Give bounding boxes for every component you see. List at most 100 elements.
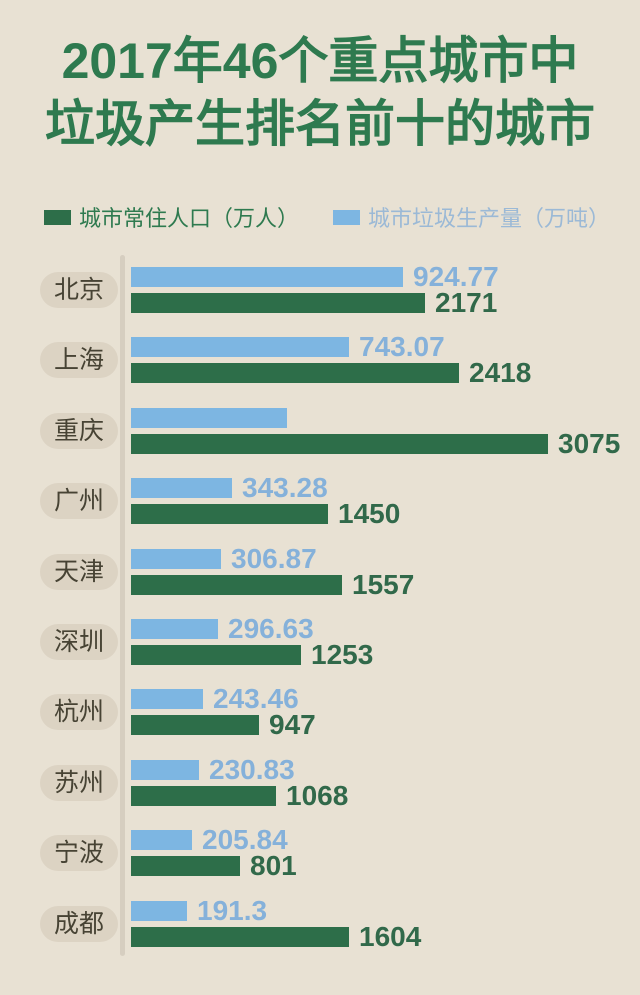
garbage-bar-line: 243.46 xyxy=(131,683,640,715)
city-label: 深圳 xyxy=(40,623,118,660)
garbage-value-label: 296.63 xyxy=(228,612,314,644)
garbage-value-label: 191.3 xyxy=(197,894,268,926)
garbage-bar xyxy=(131,478,232,499)
garbage-bar xyxy=(131,689,203,710)
garbage-bar xyxy=(131,618,218,639)
population-bar-line: 801 xyxy=(131,850,640,882)
bar-group: 191.3 1604 xyxy=(131,894,640,952)
population-value-label: 2171 xyxy=(435,287,498,318)
population-bar-line: 1450 xyxy=(131,498,640,530)
population-value-label: 2418 xyxy=(469,357,532,389)
chart-row-3: 重庆 3075 xyxy=(0,407,640,478)
garbage-bar xyxy=(131,900,187,921)
city-label: 宁波 xyxy=(40,835,118,872)
bar-group: 343.28 1450 xyxy=(131,472,640,530)
population-bar-line: 1253 xyxy=(131,638,640,670)
population-bar xyxy=(131,433,548,454)
chart-row-9: 宁波 205.84 801 xyxy=(0,824,640,900)
population-value-label: 1253 xyxy=(311,638,374,670)
city-label: 广州 xyxy=(40,483,118,520)
population-swatch-icon xyxy=(44,209,71,225)
garbage-legend-label: 城市垃圾生产量（万吨） xyxy=(368,206,611,231)
legend: 城市常住人口（万人） 城市垃圾生产量（万吨） xyxy=(44,202,610,232)
population-value-label: 801 xyxy=(250,850,297,882)
garbage-bar-line: 191.3 xyxy=(131,894,640,926)
chart-row-5: 天津 306.87 1557 xyxy=(0,542,640,619)
population-bar-line: 1068 xyxy=(131,779,640,811)
garbage-value-label: 243.46 xyxy=(213,683,299,715)
population-legend-label: 城市常住人口（万人） xyxy=(79,206,300,231)
garbage-bar-line: 343.28 xyxy=(131,472,640,504)
chart-title: 2017年46个重点城市中 垃圾产生排名前十的城市 xyxy=(0,30,640,156)
legend-item-garbage: 城市垃圾生产量（万吨） xyxy=(333,201,610,233)
chart-row-6: 深圳 296.63 1253 xyxy=(0,612,640,689)
bar-group: 243.46 947 xyxy=(131,683,640,741)
garbage-bar xyxy=(131,830,192,851)
garbage-bar-line: 924.77 xyxy=(131,261,640,292)
population-value-label: 1068 xyxy=(286,779,349,811)
bar-group: 230.83 1068 xyxy=(131,753,640,811)
garbage-value-label: 343.28 xyxy=(242,472,328,504)
garbage-bar xyxy=(131,759,199,780)
garbage-bar-line xyxy=(131,407,640,428)
population-bar-line: 3075 xyxy=(131,427,640,459)
city-label: 杭州 xyxy=(40,694,118,731)
legend-item-population: 城市常住人口（万人） xyxy=(44,201,299,233)
population-bar xyxy=(131,504,328,525)
city-label: 上海 xyxy=(40,342,118,379)
garbage-bar-line: 296.63 xyxy=(131,612,640,644)
population-bar xyxy=(131,715,259,736)
garbage-bar-line: 230.83 xyxy=(131,753,640,785)
city-label: 北京 xyxy=(40,272,118,308)
bar-group: 296.63 1253 xyxy=(131,612,640,670)
garbage-swatch-icon xyxy=(333,209,361,225)
population-bar-line: 2418 xyxy=(131,357,640,389)
population-value-label: 947 xyxy=(269,709,316,741)
garbage-bar-line: 743.07 xyxy=(131,331,640,363)
population-bar-line: 2171 xyxy=(131,287,640,318)
chart-row-7: 杭州 243.46 947 xyxy=(0,683,640,759)
population-bar xyxy=(131,785,276,806)
bar-group: 205.84 801 xyxy=(131,824,640,882)
bar-group: 924.77 2171 xyxy=(131,261,640,318)
chart-row-10: 成都 191.3 1604 xyxy=(0,894,640,971)
city-label: 重庆 xyxy=(40,412,118,449)
population-bar-line: 1604 xyxy=(131,920,640,952)
population-value-label: 1557 xyxy=(352,568,415,600)
city-label: 苏州 xyxy=(40,764,118,801)
population-bar-line: 1557 xyxy=(131,568,640,600)
population-value-label: 1450 xyxy=(338,498,401,530)
population-bar xyxy=(131,926,349,947)
city-label: 天津 xyxy=(40,553,118,590)
bar-chart: 北京 924.77 2171 上海 743.07 2418 重庆 3075 广州 343.28 14… xyxy=(0,255,640,965)
population-bar xyxy=(131,644,301,665)
garbage-value-label: 924.77 xyxy=(413,261,499,292)
garbage-value-label: 230.83 xyxy=(209,753,295,785)
population-value-label: 1604 xyxy=(359,920,422,952)
chart-row-4: 广州 343.28 1450 xyxy=(0,472,640,548)
city-label: 成都 xyxy=(40,905,118,942)
garbage-bar xyxy=(131,548,221,569)
chart-row-2: 上海 743.07 2418 xyxy=(0,331,640,407)
garbage-bar-line: 205.84 xyxy=(131,824,640,856)
garbage-value-label: 306.87 xyxy=(231,542,317,574)
population-bar xyxy=(131,363,459,384)
garbage-bar xyxy=(131,337,349,358)
bar-group: 306.87 1557 xyxy=(131,542,640,600)
garbage-value-label: 205.84 xyxy=(202,824,288,856)
chart-row-1: 北京 924.77 2171 xyxy=(0,261,640,337)
garbage-value-label: 743.07 xyxy=(359,331,445,363)
garbage-bar xyxy=(131,407,287,428)
population-bar-line: 947 xyxy=(131,709,640,741)
population-bar xyxy=(131,574,342,595)
chart-rows: 北京 924.77 2171 上海 743.07 2418 重庆 3075 广州 343.28 14… xyxy=(0,261,640,971)
bar-group: 3075 xyxy=(131,407,640,459)
population-bar xyxy=(131,293,425,313)
population-value-label: 3075 xyxy=(558,427,621,459)
chart-row-8: 苏州 230.83 1068 xyxy=(0,753,640,830)
chart-title-line-2: 垃圾产生排名前十的城市 xyxy=(45,96,595,152)
bar-group: 743.07 2418 xyxy=(131,331,640,389)
garbage-bar xyxy=(131,267,403,287)
population-bar xyxy=(131,856,240,877)
